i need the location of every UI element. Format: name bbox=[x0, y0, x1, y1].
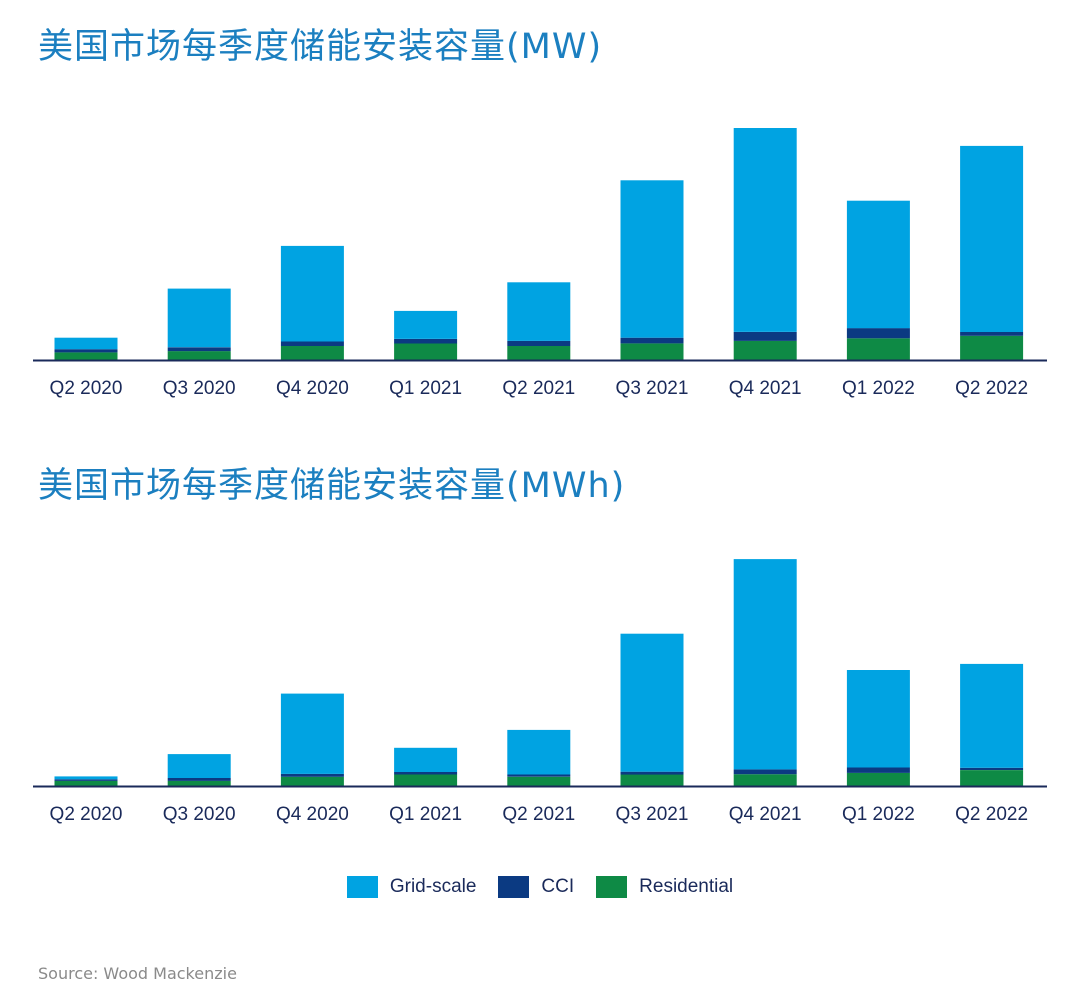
bar-grid-scale-q1-2022 bbox=[846, 200, 910, 329]
bar-cci-q1-2021 bbox=[394, 339, 458, 344]
bar-cci-q2-2021 bbox=[507, 774, 571, 777]
chart-mw: Q2 2020 Q3 2020 Q4 2020 Q1 2021 Q2 2021 Q3 20… bbox=[33, 128, 1047, 399]
bar-cci-q3-2020 bbox=[167, 347, 231, 352]
bar-grid-scale-q3-2020 bbox=[167, 288, 231, 348]
bar-residential-q3-2020 bbox=[167, 351, 231, 360]
bar-residential-q4-2021 bbox=[733, 340, 797, 360]
bar-cci-q4-2020 bbox=[280, 341, 344, 346]
chart-mwh: Q2 2020 Q3 2020 Q4 2020 Q1 2021 Q2 2021 Q3 20… bbox=[33, 559, 1047, 825]
bar-grid-scale-q4-2021 bbox=[733, 128, 797, 332]
bar-residential-q2-2020 bbox=[54, 352, 118, 360]
bar-cci-q2-2022 bbox=[960, 332, 1024, 336]
legend-item-grid-scale: Grid-scale bbox=[346, 876, 477, 898]
bar-cci-q4-2021 bbox=[733, 769, 797, 775]
bar-residential-q2-2020 bbox=[54, 780, 118, 786]
legend-swatch-residential bbox=[596, 876, 628, 898]
bar-residential-q2-2022 bbox=[960, 770, 1024, 786]
bar-grid-scale-q2-2020 bbox=[54, 337, 118, 350]
bar-cci-q2-2022 bbox=[960, 767, 1024, 770]
x-tick-label: Q2 2020 bbox=[50, 378, 123, 399]
bar-grid-scale-q2-2022 bbox=[960, 145, 1024, 332]
bar-cci-q3-2021 bbox=[620, 771, 684, 775]
x-tick-label: Q2 2021 bbox=[502, 804, 575, 825]
legend-swatch-cci bbox=[498, 876, 530, 898]
legend-swatch-grid-scale bbox=[346, 876, 378, 898]
x-tick-label: Q1 2021 bbox=[389, 804, 462, 825]
chart-title-mwh: 美国市场每季度储能安装容量(MWh) bbox=[38, 466, 626, 506]
bar-residential-q2-2022 bbox=[960, 335, 1024, 360]
x-tick-label: Q3 2020 bbox=[163, 804, 236, 825]
bar-grid-scale-q4-2020 bbox=[280, 245, 344, 342]
x-tick-label: Q3 2021 bbox=[616, 804, 689, 825]
bar-residential-q3-2021 bbox=[620, 774, 684, 786]
x-tick-label: Q3 2020 bbox=[163, 378, 236, 399]
x-tick-label: Q2 2022 bbox=[955, 804, 1028, 825]
bar-residential-q1-2021 bbox=[394, 774, 458, 786]
x-tick-label: Q2 2021 bbox=[502, 378, 575, 399]
bar-grid-scale-q3-2021 bbox=[620, 633, 684, 772]
legend: Grid-scale CCI Residential bbox=[0, 876, 1080, 898]
legend-item-residential: Residential bbox=[596, 876, 733, 898]
bar-grid-scale-q3-2021 bbox=[620, 180, 684, 338]
chart-title-mw: 美国市场每季度储能安装容量(MW) bbox=[38, 27, 603, 67]
bar-cci-q2-2020 bbox=[54, 779, 118, 781]
legend-label-residential: Residential bbox=[639, 876, 734, 897]
bar-residential-q3-2020 bbox=[167, 780, 231, 786]
bar-residential-q3-2021 bbox=[620, 343, 684, 360]
source-note: Source: Wood Mackenzie bbox=[38, 964, 237, 983]
bar-grid-scale-q2-2021 bbox=[507, 729, 571, 775]
bar-cci-q2-2021 bbox=[507, 340, 571, 346]
bar-residential-q4-2020 bbox=[280, 776, 344, 786]
bar-grid-scale-q2-2021 bbox=[507, 282, 571, 341]
bar-grid-scale-q2-2022 bbox=[960, 663, 1024, 768]
x-tick-label: Q2 2022 bbox=[955, 378, 1028, 399]
bar-cci-q3-2020 bbox=[167, 778, 231, 781]
bar-grid-scale-q1-2021 bbox=[394, 747, 458, 772]
bar-residential-q1-2022 bbox=[846, 772, 910, 786]
bar-cci-q1-2022 bbox=[846, 328, 910, 339]
legend-label-grid-scale: Grid-scale bbox=[389, 876, 477, 897]
x-tick-label: Q4 2020 bbox=[276, 804, 349, 825]
bar-cci-q1-2021 bbox=[394, 772, 458, 775]
bar-residential-q4-2020 bbox=[280, 346, 344, 360]
bar-grid-scale-q2-2020 bbox=[54, 776, 118, 780]
bar-cci-q1-2022 bbox=[846, 767, 910, 773]
bar-cci-q4-2020 bbox=[280, 773, 344, 777]
bar-grid-scale-q4-2020 bbox=[280, 693, 344, 774]
x-tick-label: Q1 2022 bbox=[842, 378, 915, 399]
legend-item-cci: CCI bbox=[498, 876, 574, 898]
bar-residential-q1-2022 bbox=[846, 338, 910, 360]
x-tick-label: Q4 2021 bbox=[729, 804, 802, 825]
x-tick-label: Q4 2021 bbox=[729, 378, 802, 399]
x-tick-label: Q1 2021 bbox=[389, 378, 462, 399]
bar-cci-q2-2020 bbox=[54, 349, 118, 353]
bar-grid-scale-q1-2021 bbox=[394, 310, 458, 339]
bar-residential-q2-2021 bbox=[507, 776, 571, 786]
bar-residential-q2-2021 bbox=[507, 346, 571, 360]
x-tick-label: Q2 2020 bbox=[50, 804, 123, 825]
x-tick-label: Q3 2021 bbox=[616, 378, 689, 399]
bar-grid-scale-q4-2021 bbox=[733, 559, 797, 770]
bar-cci-q3-2021 bbox=[620, 337, 684, 344]
x-tick-label: Q1 2022 bbox=[842, 804, 915, 825]
bar-grid-scale-q1-2022 bbox=[846, 670, 910, 768]
bar-cci-q4-2021 bbox=[733, 332, 797, 341]
legend-label-cci: CCI bbox=[541, 876, 575, 897]
bar-grid-scale-q3-2020 bbox=[167, 754, 231, 778]
bar-residential-q1-2021 bbox=[394, 343, 458, 360]
bar-residential-q4-2021 bbox=[733, 774, 797, 786]
x-tick-label: Q4 2020 bbox=[276, 378, 349, 399]
